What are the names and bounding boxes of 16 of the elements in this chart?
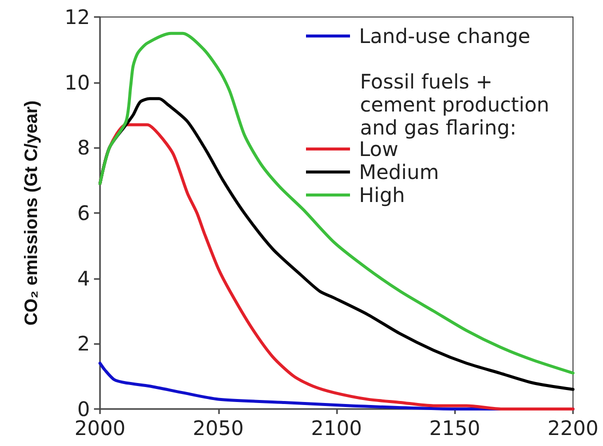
annotation: Fossil fuels + cement production and gas flaring: — [360, 70, 556, 140]
y-axis-title: CO₂ emissions (Gt C/year) — [21, 100, 41, 326]
legend-label: High — [359, 183, 405, 207]
y-tick-label: 12 — [64, 5, 90, 29]
y-tick-label: 10 — [64, 70, 90, 94]
y-tick-label: 2 — [77, 332, 90, 356]
y-tick-label: 4 — [77, 266, 90, 290]
x-tick-label: 2200 — [548, 416, 598, 440]
legend-label: Medium — [359, 160, 439, 184]
y-tick-label: 8 — [77, 136, 90, 160]
legend-label: Land-use change — [359, 24, 530, 48]
x-tick-label: 2050 — [192, 416, 244, 440]
x-tick-label: 2100 — [311, 416, 362, 440]
y-tick-label: 6 — [77, 201, 90, 225]
legend-label: Low — [359, 137, 398, 161]
x-tick-label: 2150 — [429, 416, 480, 440]
